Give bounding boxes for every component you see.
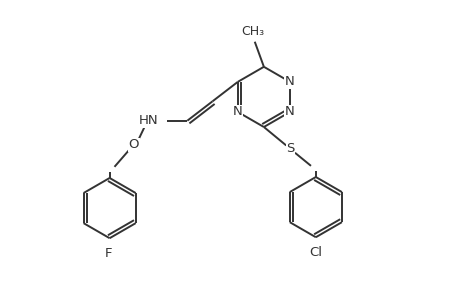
Text: O: O — [129, 139, 139, 151]
Text: N: N — [285, 105, 295, 118]
Text: S: S — [286, 142, 295, 155]
Text: N: N — [285, 75, 295, 88]
Text: Cl: Cl — [309, 246, 323, 259]
Text: N: N — [233, 105, 243, 118]
Text: CH₃: CH₃ — [241, 25, 264, 38]
Text: F: F — [105, 247, 112, 260]
Text: HN: HN — [139, 114, 158, 127]
